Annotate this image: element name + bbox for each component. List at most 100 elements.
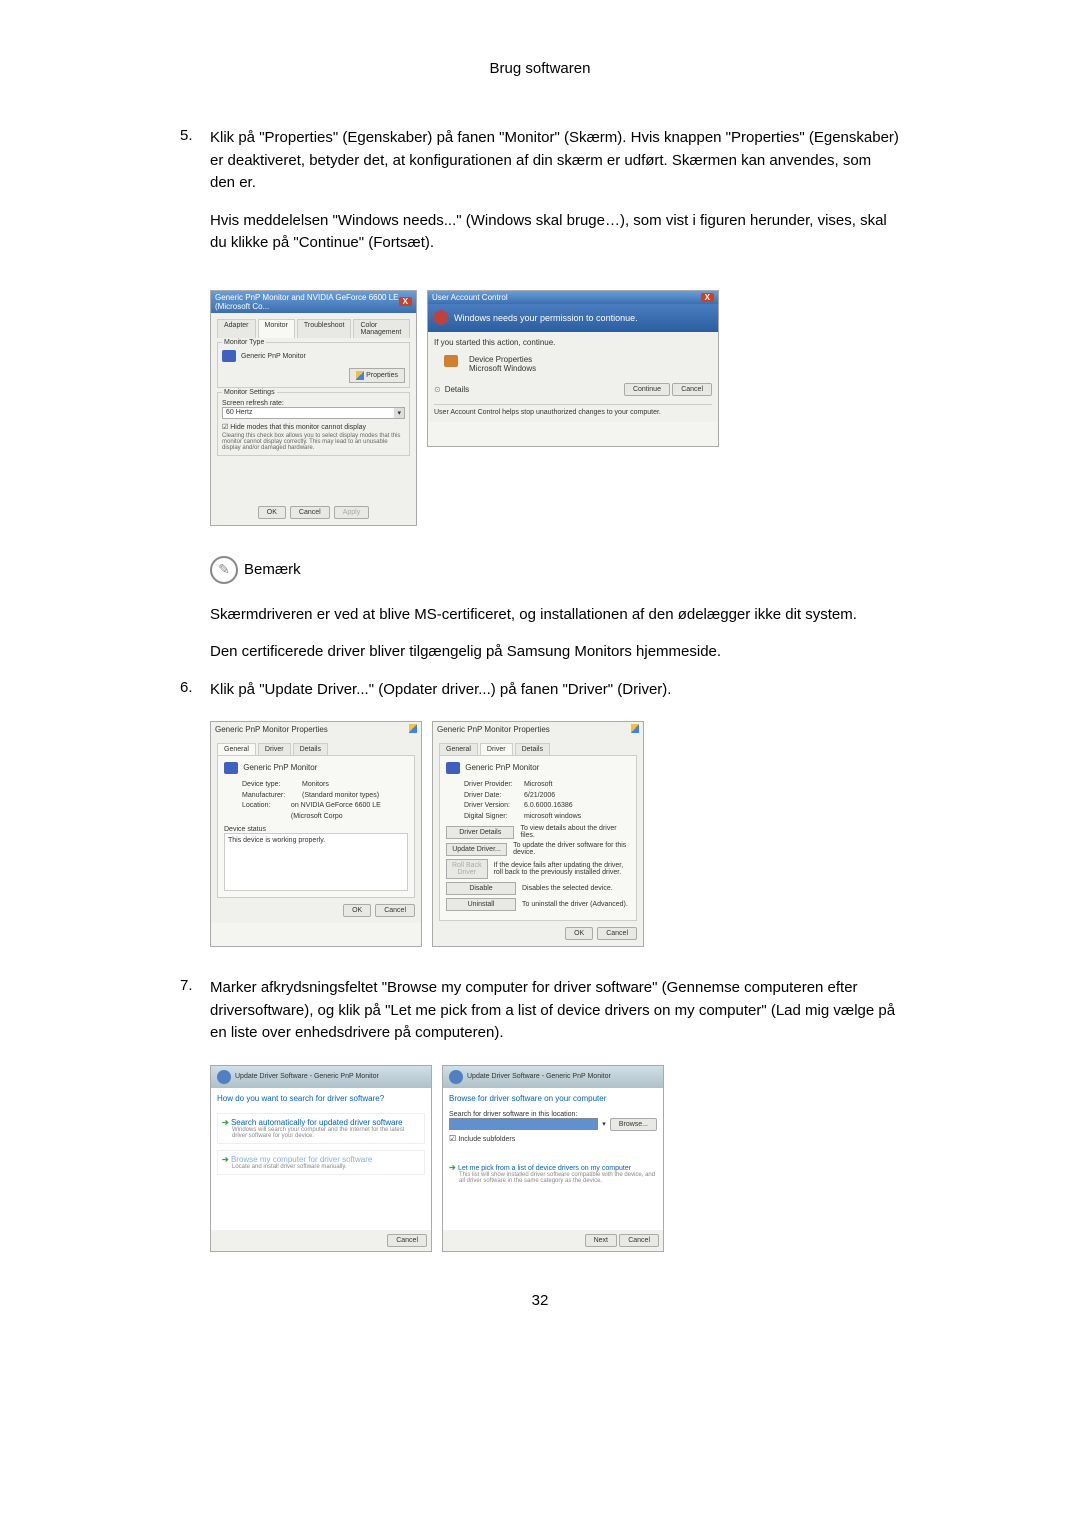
device-status-label: Device status <box>224 826 408 833</box>
tab-driver[interactable]: Driver <box>480 743 513 755</box>
tab-general[interactable]: General <box>217 743 256 755</box>
device-status-text: This device is working properly. <box>224 833 408 891</box>
monitor-type-label: Monitor Type <box>222 339 266 346</box>
rollback-desc: If the device fails after updating the d… <box>494 862 630 876</box>
browse-button[interactable]: Browse... <box>610 1118 657 1131</box>
rollback-button[interactable]: Roll Back Driver <box>446 859 488 879</box>
cancel-button[interactable]: Cancel <box>375 904 415 917</box>
browse-option[interactable]: Browse my computer for driver software <box>231 1155 372 1164</box>
note-header: ✎ Bemærk <box>210 556 900 584</box>
browse-driver-dialog: Update Driver Software - Generic PnP Mon… <box>442 1065 664 1252</box>
device-properties-label: Device Properties <box>469 355 536 364</box>
close-icon[interactable]: X <box>399 297 412 306</box>
general-properties-dialog: Generic PnP Monitor Properties General D… <box>210 721 422 947</box>
ok-button[interactable]: OK <box>565 927 593 940</box>
properties-button[interactable]: Properties <box>349 368 405 383</box>
monitor-icon <box>446 762 460 774</box>
tab-driver[interactable]: Driver <box>258 743 291 755</box>
browse-heading: Browse for driver software on your compu… <box>449 1094 657 1103</box>
manufacturer-label: Manufacturer: <box>242 791 302 802</box>
cancel-button[interactable]: Cancel <box>290 506 330 519</box>
uninstall-desc: To uninstall the driver (Advanced). <box>522 901 628 908</box>
step-7: 7. Marker afkrydsningsfeltet "Browse my … <box>180 977 900 1045</box>
location-input[interactable] <box>449 1118 598 1130</box>
provider: Microsoft <box>524 780 552 791</box>
page-number: 32 <box>180 1292 900 1309</box>
tab-colormgmt[interactable]: Color Management <box>353 319 410 338</box>
search-driver-dialog: Update Driver Software - Generic PnP Mon… <box>210 1065 432 1252</box>
refresh-rate-select[interactable]: 60 Hertz▾ <box>222 407 405 419</box>
step-5-text-2: Hvis meddelelsen "Windows needs..." (Win… <box>210 210 900 255</box>
dialog-title: Generic PnP Monitor Properties <box>437 725 550 734</box>
uninstall-button[interactable]: Uninstall <box>446 898 516 911</box>
tab-details[interactable]: Details <box>515 743 550 755</box>
include-subfolders-checkbox[interactable]: ☑ <box>449 1134 456 1143</box>
tab-general[interactable]: General <box>439 743 478 755</box>
back-icon[interactable] <box>449 1070 463 1084</box>
location-label: Location: <box>242 801 291 822</box>
cancel-button[interactable]: Cancel <box>619 1234 659 1247</box>
uac-dialog: User Account Control X Windows needs you… <box>427 290 719 447</box>
note-text-1: Skærmdriveren er ved at blive MS-certifi… <box>210 604 900 627</box>
monitor-name: Generic PnP Monitor <box>241 352 306 359</box>
tab-troubleshoot[interactable]: Troubleshoot <box>297 319 352 338</box>
ok-button[interactable]: OK <box>343 904 371 917</box>
note-title: Bemærk <box>244 561 301 578</box>
refresh-rate-label: Screen refresh rate: <box>222 400 405 407</box>
browse-desc: Locate and install driver software manua… <box>232 1164 420 1170</box>
dialog-title: Generic PnP Monitor Properties <box>215 725 328 734</box>
note-text-2: Den certificerede driver bliver tilgænge… <box>210 641 900 664</box>
version-label: Driver Version: <box>464 801 524 812</box>
uac-banner-text: Windows needs your permission to contion… <box>454 313 638 323</box>
device-name: Generic PnP Monitor <box>465 763 539 772</box>
details-button[interactable]: Details <box>445 385 469 394</box>
disable-button[interactable]: Disable <box>446 882 516 895</box>
back-icon[interactable] <box>217 1070 231 1084</box>
update-driver-button[interactable]: Update Driver... <box>446 843 507 856</box>
monitor-properties-dialog: Generic PnP Monitor and NVIDIA GeForce 6… <box>210 290 417 526</box>
disable-desc: Disables the selected device. <box>522 885 613 892</box>
step-number: 6. <box>180 679 210 702</box>
signer-label: Digital Signer: <box>464 812 524 823</box>
page-header: Brug softwaren <box>180 60 900 77</box>
monitor-settings-label: Monitor Settings <box>222 389 277 396</box>
cancel-button[interactable]: Cancel <box>672 383 712 396</box>
provider-label: Driver Provider: <box>464 780 524 791</box>
driver-details-button[interactable]: Driver Details <box>446 826 514 839</box>
step-5: 5. Klik på "Properties" (Egenskaber) på … <box>180 127 900 270</box>
arrow-icon: ➔ <box>222 1118 229 1127</box>
device-type-label: Device type: <box>242 780 302 791</box>
hide-modes-checkbox[interactable]: ☑ <box>222 424 228 431</box>
breadcrumb: Update Driver Software - Generic PnP Mon… <box>235 1073 379 1080</box>
step-6-text: Klik på "Update Driver..." (Opdater driv… <box>210 679 900 702</box>
driver-details-desc: To view details about the driver files. <box>520 825 630 839</box>
include-subfolders-label: Include subfolders <box>458 1136 515 1143</box>
close-icon[interactable]: X <box>701 293 714 302</box>
tab-monitor[interactable]: Monitor <box>258 319 295 338</box>
arrow-icon: ➔ <box>449 1163 456 1172</box>
tab-details[interactable]: Details <box>293 743 328 755</box>
device-type: Monitors <box>302 780 329 791</box>
apply-button[interactable]: Apply <box>334 506 370 519</box>
monitor-icon <box>224 762 238 774</box>
tab-adapter[interactable]: Adapter <box>217 319 256 338</box>
step-6: 6. Klik på "Update Driver..." (Opdater d… <box>180 679 900 702</box>
search-auto-option[interactable]: Search automatically for updated driver … <box>231 1118 403 1127</box>
pick-desc: This list will show installed driver sof… <box>459 1172 657 1184</box>
update-driver-desc: To update the driver software for this d… <box>513 842 630 856</box>
ok-button[interactable]: OK <box>258 506 286 519</box>
step-number: 5. <box>180 127 210 270</box>
continue-button[interactable]: Continue <box>624 383 670 396</box>
search-auto-desc: Windows will search your computer and th… <box>232 1127 420 1139</box>
pick-from-list-option[interactable]: Let me pick from a list of device driver… <box>458 1165 631 1172</box>
next-button[interactable]: Next <box>585 1234 617 1247</box>
cancel-button[interactable]: Cancel <box>597 927 637 940</box>
uac-title: User Account Control <box>432 293 508 302</box>
date-label: Driver Date: <box>464 791 524 802</box>
cancel-button[interactable]: Cancel <box>387 1234 427 1247</box>
note-icon: ✎ <box>210 556 238 584</box>
manufacturer: (Standard monitor types) <box>302 791 379 802</box>
chevron-down-icon[interactable]: ⊙ <box>434 385 441 394</box>
hide-modes-desc: Clearing this check box allows you to se… <box>222 433 405 451</box>
location: on NVIDIA GeForce 6600 LE (Microsoft Cor… <box>291 801 408 822</box>
